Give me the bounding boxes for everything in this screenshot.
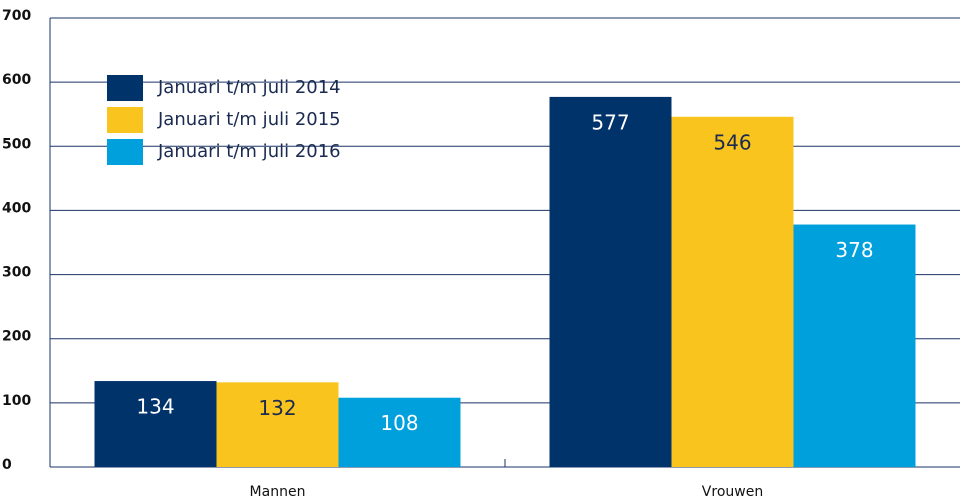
data-label: 546 [713, 130, 751, 154]
bar [94, 381, 217, 467]
legend-swatch [107, 139, 143, 165]
data-label: 108 [380, 411, 418, 435]
bar [549, 96, 672, 467]
legend-label: Januari t/m juli 2014 [157, 77, 341, 98]
bar [338, 397, 461, 467]
data-label: 378 [835, 238, 873, 262]
y-tick-label: 700 [2, 8, 31, 24]
y-tick-label: 400 [2, 200, 31, 216]
legend-swatch [107, 107, 143, 133]
x-tick-label: Mannen [250, 484, 306, 500]
y-tick-label: 200 [2, 329, 31, 345]
bar [671, 116, 794, 467]
data-label: 134 [136, 395, 174, 419]
y-tick-label: 300 [2, 265, 31, 281]
y-tick-label: 100 [2, 393, 31, 409]
bar [793, 224, 916, 467]
legend-label: Januari t/m juli 2015 [157, 109, 341, 130]
y-tick-label: 0 [2, 457, 12, 473]
x-tick-label: Vrouwen [702, 484, 763, 500]
legend-label: Januari t/m juli 2016 [157, 141, 341, 162]
data-label: 132 [258, 396, 296, 420]
legend-swatch [107, 75, 143, 101]
y-tick-label: 600 [2, 72, 31, 88]
bar [216, 382, 339, 467]
y-tick-label: 500 [2, 136, 31, 152]
data-label: 577 [591, 110, 629, 134]
